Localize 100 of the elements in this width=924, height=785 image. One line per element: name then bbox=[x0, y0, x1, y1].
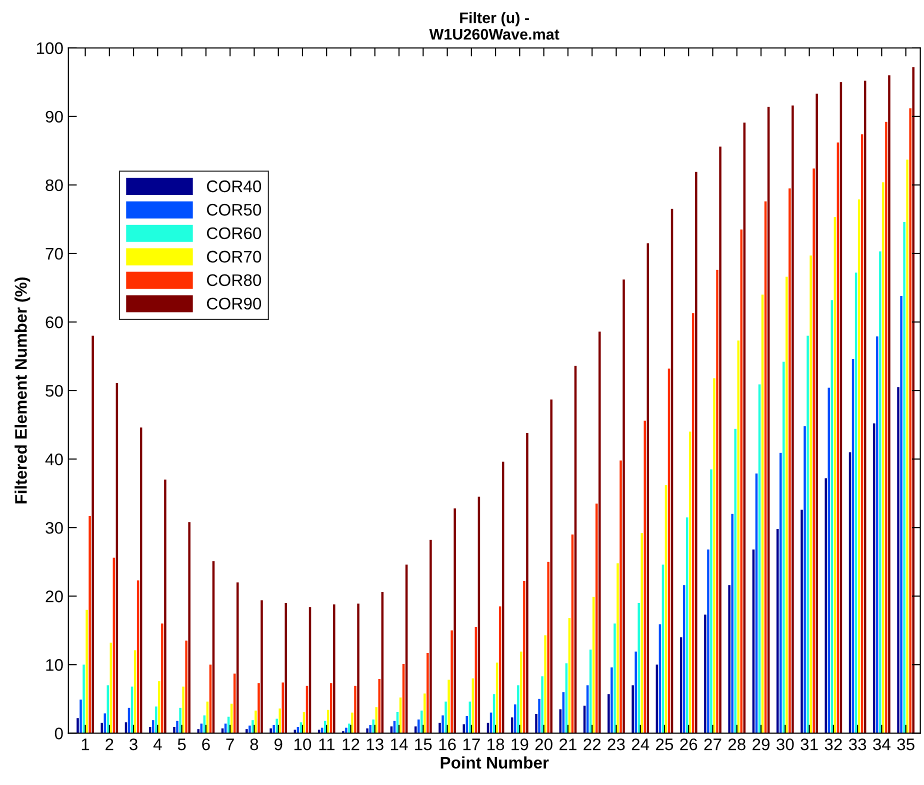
x-tick-label: 1 bbox=[82, 738, 90, 750]
x-tick-label: 6 bbox=[202, 738, 210, 750]
bar bbox=[788, 188, 791, 734]
x-tick-label: 20 bbox=[535, 738, 552, 750]
bar bbox=[430, 540, 432, 734]
bar bbox=[824, 478, 828, 734]
bar bbox=[812, 168, 815, 734]
y-tick-label: 70 bbox=[46, 248, 63, 260]
bar bbox=[173, 727, 176, 734]
y-tick-label: 20 bbox=[46, 590, 63, 602]
bar bbox=[76, 718, 79, 734]
bar bbox=[731, 514, 734, 734]
bar bbox=[246, 729, 248, 734]
bar bbox=[92, 336, 94, 734]
bar bbox=[876, 336, 878, 734]
x-tick-label: 17 bbox=[463, 738, 480, 750]
legend-label: COR80 bbox=[207, 274, 262, 286]
bar bbox=[248, 726, 251, 734]
bar bbox=[278, 708, 281, 734]
bar bbox=[634, 652, 637, 734]
x-tick-label: 26 bbox=[680, 738, 698, 750]
bar bbox=[252, 720, 254, 734]
bar bbox=[511, 717, 514, 734]
bar bbox=[185, 640, 188, 734]
bar bbox=[704, 614, 706, 734]
bar bbox=[179, 708, 182, 734]
bar bbox=[879, 251, 882, 734]
bar bbox=[734, 428, 737, 734]
bar bbox=[176, 720, 178, 734]
bar bbox=[610, 667, 613, 734]
bar bbox=[444, 702, 447, 734]
bar bbox=[550, 399, 552, 734]
bar bbox=[620, 460, 622, 734]
bar bbox=[372, 719, 374, 734]
bar bbox=[454, 508, 456, 734]
bar bbox=[523, 581, 526, 734]
bar bbox=[86, 610, 88, 734]
bar bbox=[88, 516, 91, 734]
bar bbox=[786, 276, 788, 734]
x-tick-label: 35 bbox=[897, 738, 914, 750]
bar bbox=[800, 510, 803, 734]
x-tick-label: 19 bbox=[512, 738, 528, 750]
bar bbox=[188, 522, 190, 734]
y-tick-label: 80 bbox=[46, 179, 63, 192]
bar bbox=[909, 108, 912, 734]
bar bbox=[885, 122, 888, 734]
bar bbox=[442, 715, 444, 734]
bar bbox=[695, 172, 698, 734]
bar bbox=[152, 720, 154, 734]
bar bbox=[158, 681, 160, 734]
bar bbox=[80, 700, 82, 734]
bar bbox=[547, 562, 550, 734]
bar bbox=[644, 420, 646, 734]
bar bbox=[538, 698, 540, 734]
bar bbox=[719, 146, 722, 734]
bar bbox=[912, 67, 914, 734]
bar bbox=[888, 75, 890, 734]
bar bbox=[541, 676, 544, 734]
legend-label: COR40 bbox=[207, 180, 262, 192]
x-tick-label: 12 bbox=[342, 738, 360, 750]
x-tick-label: 32 bbox=[824, 738, 842, 750]
bar bbox=[164, 480, 166, 734]
bar bbox=[270, 728, 272, 734]
bar bbox=[707, 550, 710, 734]
bar bbox=[816, 94, 818, 734]
bar bbox=[782, 362, 785, 734]
legend-label: COR50 bbox=[207, 204, 262, 216]
chart-title: Filter (u) - W1U260Wave.mat bbox=[429, 12, 560, 40]
bar bbox=[873, 423, 876, 734]
x-tick-label: 8 bbox=[250, 738, 258, 750]
bar bbox=[100, 722, 103, 734]
bar bbox=[426, 653, 429, 734]
bar bbox=[345, 728, 348, 734]
bar bbox=[906, 160, 908, 734]
bar bbox=[272, 724, 275, 734]
bar bbox=[438, 722, 441, 734]
x-tick-label: 16 bbox=[439, 738, 456, 750]
x-tick-label: 9 bbox=[274, 738, 282, 750]
x-tick-label: 28 bbox=[728, 738, 746, 750]
bar bbox=[716, 270, 718, 734]
bar bbox=[598, 332, 601, 734]
bar bbox=[608, 694, 610, 734]
bar bbox=[810, 256, 812, 734]
bar bbox=[692, 313, 694, 734]
bar bbox=[544, 635, 546, 734]
bar bbox=[351, 712, 354, 734]
y-tick-label: 30 bbox=[46, 522, 63, 534]
x-tick-label: 4 bbox=[153, 738, 162, 750]
bar bbox=[420, 710, 423, 734]
bar bbox=[897, 387, 900, 734]
bar bbox=[155, 706, 158, 734]
x-tick-label: 10 bbox=[294, 738, 312, 750]
bar bbox=[369, 724, 372, 734]
bar bbox=[520, 652, 522, 734]
x-tick-label: 23 bbox=[608, 738, 625, 750]
bar bbox=[333, 604, 336, 734]
bar bbox=[535, 714, 538, 734]
bar bbox=[900, 296, 902, 734]
bar bbox=[792, 105, 794, 734]
x-tick-label: 5 bbox=[178, 738, 186, 750]
